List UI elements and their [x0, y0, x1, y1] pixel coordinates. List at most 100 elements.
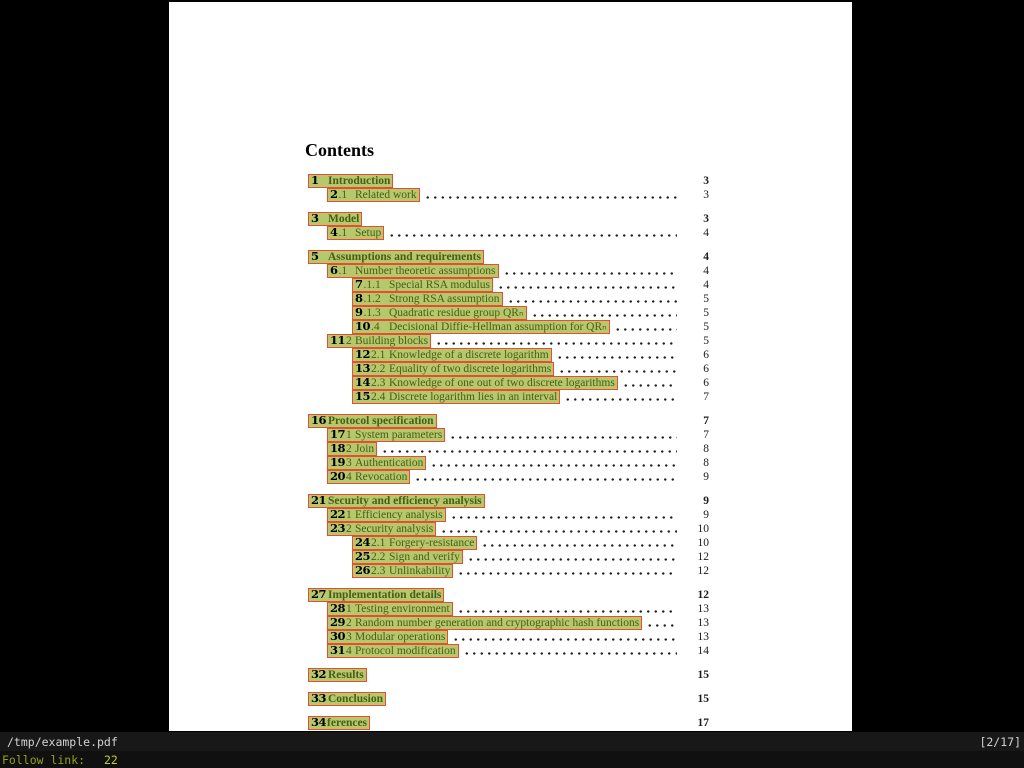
toc-entry[interactable]: 112 Building blocks 5	[308, 334, 709, 348]
toc-entry[interactable]: 2.1 Related work 3	[308, 188, 709, 202]
toc-page-number: 9	[703, 471, 709, 483]
link-hint-box[interactable]: 1 Introduction	[308, 174, 394, 188]
dot-leader	[374, 724, 677, 727]
toc-page-number: 5	[703, 293, 709, 305]
toc-entry[interactable]: 142.3 Knowledge of one out of two discret…	[308, 376, 709, 390]
toc-entry[interactable]: 4.1 Setup 4	[308, 226, 709, 240]
toc-entry[interactable]: 252.2 Sign and verify 12	[308, 550, 709, 564]
toc-entry[interactable]: 221 Efficiency analysis 9	[308, 508, 709, 522]
link-hint-box[interactable]: 252.2 Sign and verify	[352, 550, 463, 564]
link-hint-box[interactable]: 21 Security and efficiency analysis	[308, 494, 485, 508]
dot-leader	[502, 272, 677, 275]
link-hint-box[interactable]: 281 Testing environment	[327, 602, 453, 616]
toc-entry[interactable]: 10.4 Decisional Diffie-Hellman assumption…	[308, 320, 709, 334]
toc-page-number: 6	[703, 349, 709, 361]
link-hint-box[interactable]: 182 Join	[327, 442, 378, 456]
toc-entry-title: Unlinkability	[389, 565, 451, 577]
page-indicator: [2/17]	[979, 735, 1021, 749]
link-hint-box[interactable]: 33 Conclusion	[308, 692, 386, 706]
toc-entry[interactable]: 232 Security analysis 10	[308, 522, 709, 536]
link-hint-box[interactable]: 142.3 Knowledge of one out of two discret…	[352, 376, 618, 390]
link-hint-box[interactable]: 3 Model	[308, 212, 363, 226]
toc-entry[interactable]: 1 Introduction 3	[308, 174, 709, 188]
prompt-input-value[interactable]: 22	[104, 753, 118, 767]
toc-entry[interactable]: 8.1.2 Strong RSA assumption 5	[308, 292, 709, 306]
follow-link-prompt[interactable]: Follow link: 22	[0, 751, 1024, 768]
link-hint-box[interactable]: 5 Assumptions and requirements	[308, 250, 484, 264]
link-hint-box[interactable]: 171 System parameters	[327, 428, 446, 442]
toc-entry[interactable]: 242.1 Forgery-resistance 10	[308, 536, 709, 550]
link-hint-box[interactable]: 112 Building blocks	[327, 334, 432, 348]
link-hint-box[interactable]: 221 Efficiency analysis	[327, 508, 446, 522]
toc-entry[interactable]: 34 ferences 17	[308, 716, 709, 730]
toc-entry[interactable]: 6.1 Number theoretic assumptions 4	[308, 264, 709, 278]
link-hint-number: 15	[355, 389, 371, 403]
link-hint-box[interactable]: 27 Implementation details	[308, 588, 445, 602]
toc-entry[interactable]: 33 Conclusion 15	[308, 692, 709, 706]
toc-entry[interactable]: 21 Security and efficiency analysis 9	[308, 494, 709, 508]
toc-entry-number: 1	[311, 174, 328, 187]
toc-entry-number: 193	[330, 455, 352, 469]
toc-entry[interactable]: 3 Model 3	[308, 212, 709, 226]
toc-entry-title: Security analysis	[355, 523, 434, 535]
toc-entry[interactable]: 16 Protocol specification 7	[308, 414, 709, 428]
link-hint-box[interactable]: 232 Security analysis	[327, 522, 437, 536]
toc-entry[interactable]: 204 Revocation 9	[308, 470, 709, 484]
link-hint-box[interactable]: 152.4 Discrete logarithm lies in an inter…	[352, 389, 561, 404]
toc-entry[interactable]: 7.1.1 Special RSA modulus 4	[308, 278, 709, 292]
toc-group: 16 Protocol specification 7 171 System param…	[308, 414, 709, 484]
toc-entry[interactable]: 171 System parameters 7	[308, 428, 709, 442]
toc-entry[interactable]: 132.2 Equality of two discrete logarithms…	[308, 362, 709, 376]
toc-entry[interactable]: 314 Protocol modification 14	[308, 644, 709, 658]
toc-page-number: 5	[703, 307, 709, 319]
dot-leader	[496, 286, 677, 289]
link-hint-box[interactable]: 7.1.1 Special RSA modulus	[352, 278, 493, 292]
toc-entry[interactable]: 152.4 Discrete logarithm lies in an inter…	[308, 390, 709, 404]
toc-entry[interactable]: 5 Assumptions and requirements 4	[308, 250, 709, 264]
link-hint-box[interactable]: 16 Protocol specification	[308, 414, 437, 428]
toc-entry-number: 34	[311, 716, 327, 729]
dot-leader	[621, 384, 677, 387]
toc-entry[interactable]: 303 Modular operations 13	[308, 630, 709, 644]
link-hint-box[interactable]: 10.4 Decisional Diffie-Hellman assumption…	[352, 320, 610, 334]
toc-entry-title: Setup	[355, 227, 382, 239]
link-hint-number: 19	[330, 455, 346, 469]
link-hint-box[interactable]: 314 Protocol modification	[327, 644, 459, 658]
toc-entry-title: Assumptions and requirements	[328, 251, 481, 263]
toc-entry[interactable]: 193 Authentication 8	[308, 456, 709, 470]
toc-entry-number: 142.3	[355, 375, 386, 389]
dot-leader	[449, 516, 677, 519]
link-hint-box[interactable]: 8.1.2 Strong RSA assumption	[352, 292, 503, 306]
link-hint-number: 16	[311, 413, 327, 427]
toc-page-number: 13	[697, 603, 710, 615]
link-hint-box[interactable]: 6.1 Number theoretic assumptions	[327, 264, 499, 278]
dot-leader	[423, 196, 677, 199]
link-hint-box[interactable]: 292 Random number generation and cryptogr…	[327, 615, 643, 630]
link-hint-number: 22	[330, 507, 346, 521]
link-hint-box[interactable]: 122.1 Knowledge of a discrete logarithm	[352, 348, 552, 362]
toc-entry[interactable]: 281 Testing environment 13	[308, 602, 709, 616]
toc-page-number: 12	[697, 551, 710, 563]
toc-page-number: 3	[703, 189, 709, 201]
link-hint-box[interactable]: 34 ferences	[308, 716, 371, 730]
link-hint-box[interactable]: 132.2 Equality of two discrete logarithms	[352, 362, 555, 376]
link-hint-box[interactable]: 32 Results	[308, 668, 367, 682]
toc-entry[interactable]: 9.1.3 Quadratic residue group QRₙ 5	[308, 306, 709, 320]
link-hint-box[interactable]: 204 Revocation	[327, 470, 411, 484]
link-hint-box[interactable]: 242.1 Forgery-resistance	[352, 536, 478, 550]
link-hint-number: 33	[311, 691, 327, 705]
link-hint-box[interactable]: 262.3 Unlinkability	[352, 564, 454, 578]
link-hint-box[interactable]: 9.1.3 Quadratic residue group QRₙ	[352, 306, 527, 320]
toc-entry-number: 292	[330, 615, 352, 629]
link-hint-box[interactable]: 2.1 Related work	[327, 188, 420, 202]
toc-entry[interactable]: 27 Implementation details 12	[308, 588, 709, 602]
toc-entry-number: 8.1.2	[355, 291, 381, 305]
link-hint-box[interactable]: 303 Modular operations	[327, 630, 449, 644]
link-hint-box[interactable]: 4.1 Setup	[327, 226, 385, 240]
link-hint-box[interactable]: 193 Authentication	[327, 455, 427, 470]
toc-entry[interactable]: 182 Join 8	[308, 442, 709, 456]
toc-entry[interactable]: 122.1 Knowledge of a discrete logarithm 6	[308, 348, 709, 362]
toc-entry[interactable]: 262.3 Unlinkability 12	[308, 564, 709, 578]
toc-entry[interactable]: 32 Results 15	[308, 668, 709, 682]
toc-entry[interactable]: 292 Random number generation and cryptogr…	[308, 616, 709, 630]
